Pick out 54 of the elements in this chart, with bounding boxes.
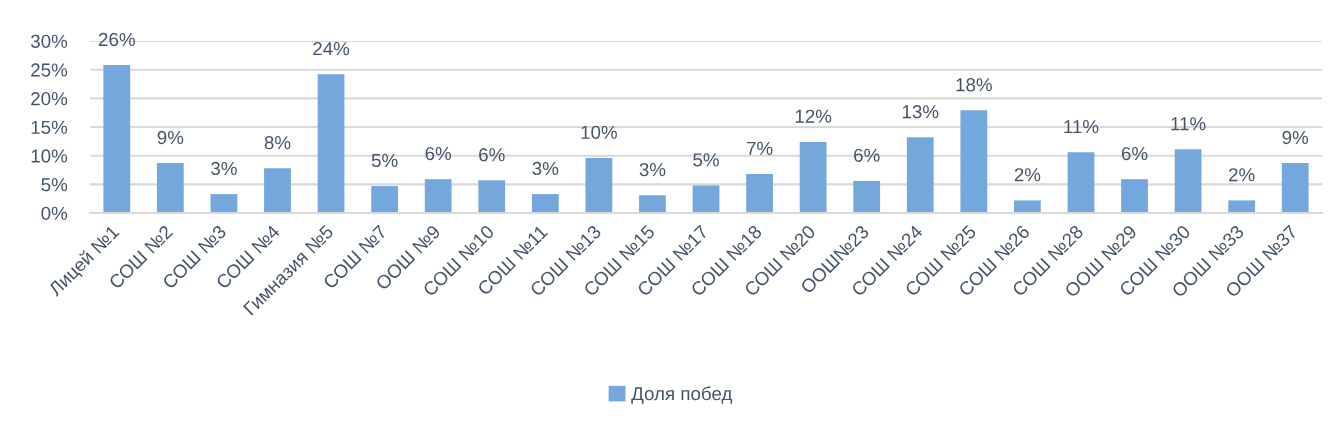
data-label: 5% — [371, 153, 398, 168]
bar — [1281, 163, 1309, 213]
bar — [853, 180, 881, 213]
data-label: 18% — [956, 78, 992, 92]
data-label: 9% — [157, 130, 184, 145]
bar — [317, 74, 345, 213]
bar — [746, 174, 773, 213]
data-label: 11% — [1171, 117, 1206, 131]
data-label: 12% — [795, 109, 832, 123]
bar — [103, 65, 131, 213]
bar — [156, 163, 184, 213]
bar — [585, 157, 613, 213]
bar — [1014, 200, 1041, 213]
bar — [1228, 200, 1256, 213]
data-label: 6% — [479, 148, 505, 162]
bar — [531, 194, 559, 213]
data-label: 10% — [581, 125, 617, 139]
bar — [1121, 179, 1148, 213]
data-label: 5% — [693, 153, 719, 167]
data-label: 8% — [264, 136, 291, 150]
y-tick-label: 10% — [31, 149, 68, 163]
data-label: 2% — [1014, 168, 1041, 182]
y-tick-label: 20% — [31, 92, 68, 106]
bar — [1174, 149, 1202, 213]
data-label: 6% — [1121, 146, 1148, 161]
data-label: 13% — [902, 105, 939, 119]
data-label: 26% — [98, 32, 135, 47]
bar — [264, 168, 291, 213]
data-label: 7% — [746, 141, 773, 155]
bar — [1067, 152, 1095, 213]
bar — [424, 179, 452, 213]
legend-label: Доля побед — [631, 386, 733, 404]
bar — [639, 195, 666, 213]
y-tick-label: 15% — [31, 120, 68, 134]
data-label: 3% — [639, 162, 666, 177]
bar — [371, 186, 398, 213]
bar — [799, 141, 827, 213]
bar — [906, 137, 934, 213]
bar — [960, 110, 988, 213]
data-label: 6% — [425, 146, 452, 161]
data-label: 6% — [854, 148, 880, 162]
bar — [210, 194, 238, 213]
y-tick-label: 30% — [30, 34, 68, 48]
data-label: 2% — [1229, 168, 1255, 182]
data-label: 3% — [211, 161, 237, 176]
y-tick-label: 5% — [41, 178, 68, 192]
data-label: 3% — [532, 161, 559, 176]
data-label: 11% — [1064, 120, 1099, 134]
data-label: 9% — [1282, 130, 1309, 145]
data-label: 24% — [313, 41, 350, 56]
y-tick-label: 25% — [31, 63, 68, 77]
bar — [692, 185, 720, 213]
y-tick-label: 0% — [41, 206, 68, 220]
bar — [478, 180, 506, 213]
